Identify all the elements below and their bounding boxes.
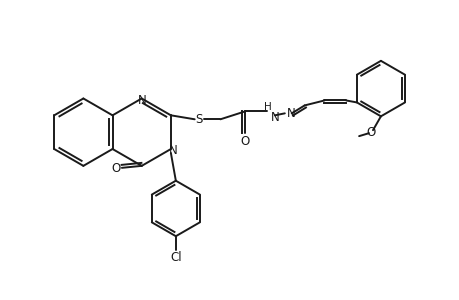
Text: N: N [138,94,147,107]
Text: N: N [286,107,295,120]
Text: Cl: Cl [170,251,181,265]
Text: S: S [195,113,202,126]
Text: N: N [270,111,279,124]
Text: H: H [263,102,271,112]
Text: O: O [111,162,120,175]
Text: O: O [240,135,249,148]
Text: N: N [168,143,177,157]
Text: O: O [366,126,375,139]
